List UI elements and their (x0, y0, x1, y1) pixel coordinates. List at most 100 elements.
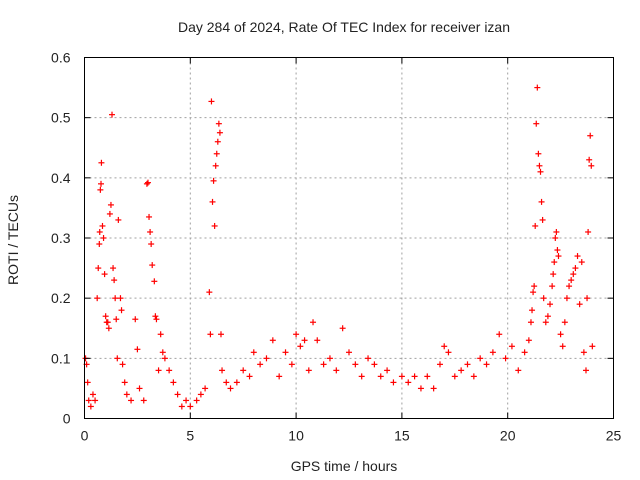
data-point (155, 367, 162, 374)
data-point (451, 373, 458, 380)
data-point (215, 120, 222, 127)
data-point (547, 301, 554, 308)
data-point (588, 162, 595, 169)
data-point (551, 259, 558, 266)
data-point (580, 349, 587, 356)
data-point (346, 349, 352, 356)
data-point (123, 391, 130, 398)
data-point (529, 307, 536, 314)
data-point (128, 397, 135, 404)
data-point (533, 120, 540, 127)
data-point (525, 337, 532, 344)
data-point (89, 391, 96, 398)
data-point (553, 228, 560, 235)
data-point (257, 361, 264, 368)
data-point (568, 277, 575, 284)
data-point (98, 159, 105, 166)
data-point (483, 361, 490, 368)
data-point (544, 313, 551, 320)
data-point (405, 379, 412, 386)
data-point (100, 235, 107, 241)
y-tick-label: 0.1 (51, 350, 71, 366)
y-tick-label: 0.5 (51, 110, 71, 126)
data-point (148, 241, 155, 248)
x-tick-label: 0 (81, 428, 89, 444)
data-point (97, 186, 104, 193)
data-point (398, 373, 405, 380)
data-point (508, 343, 515, 350)
data-point (208, 98, 215, 105)
data-point (144, 179, 151, 186)
data-point (240, 367, 247, 374)
data-points (82, 84, 596, 410)
data-point (146, 213, 153, 220)
data-point (159, 349, 166, 356)
data-point (227, 385, 234, 392)
data-point (305, 367, 312, 374)
data-point (554, 247, 561, 254)
data-point (559, 343, 566, 350)
data-point (183, 397, 190, 404)
data-point (87, 403, 94, 410)
plot-frame (84, 57, 614, 419)
data-point (207, 331, 214, 338)
y-tick-label: 0.3 (51, 230, 71, 246)
data-point (502, 355, 509, 362)
data-point (98, 180, 105, 187)
data-point (132, 316, 139, 323)
data-point (212, 162, 219, 169)
data-point (371, 361, 378, 368)
x-tick-label: 20 (500, 428, 516, 444)
data-point (540, 295, 547, 302)
data-point (101, 271, 108, 278)
data-point (140, 397, 147, 404)
data-point (233, 379, 240, 386)
data-point (112, 295, 119, 302)
data-point (587, 132, 594, 139)
data-point (187, 403, 194, 410)
data-point (219, 367, 226, 374)
data-point (206, 289, 213, 296)
data-point (118, 307, 125, 314)
data-point (521, 349, 528, 356)
data-point (458, 367, 465, 374)
data-point (552, 235, 559, 241)
data-point (104, 319, 111, 326)
data-point (352, 361, 359, 368)
data-point (193, 397, 200, 404)
data-point (496, 331, 503, 338)
data-point (107, 201, 114, 208)
data-point (113, 316, 120, 323)
data-point (441, 343, 448, 350)
data-point (430, 385, 437, 392)
grid (84, 57, 614, 419)
data-point (555, 253, 562, 260)
data-point (106, 210, 113, 217)
data-point (134, 346, 141, 353)
data-point (269, 337, 276, 344)
data-point (202, 385, 209, 392)
x-axis: 0 5 10 15 20 25 (81, 57, 621, 444)
data-point (539, 216, 546, 223)
data-point (445, 349, 452, 356)
data-point (263, 355, 270, 362)
data-point (584, 295, 591, 302)
data-point (339, 325, 346, 332)
data-point (464, 361, 471, 368)
data-point (390, 379, 397, 386)
data-point (589, 343, 596, 350)
x-tick-label: 5 (186, 428, 194, 444)
y-axis-label: ROTI / TECUs (5, 195, 21, 285)
data-point (95, 265, 102, 272)
data-point (288, 361, 295, 368)
data-point (161, 355, 168, 362)
data-point (549, 283, 556, 290)
data-point (570, 271, 577, 278)
data-point (535, 150, 542, 157)
data-point (411, 373, 418, 380)
data-point (157, 331, 164, 338)
data-point (326, 355, 333, 362)
y-tick-label: 0 (63, 411, 71, 427)
data-point (92, 397, 99, 404)
data-point (534, 84, 541, 91)
